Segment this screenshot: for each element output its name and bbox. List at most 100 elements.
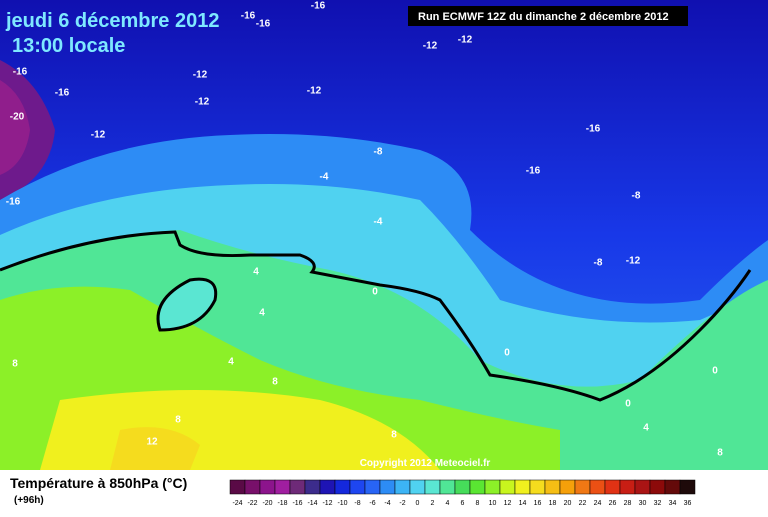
legend-swatch xyxy=(619,479,636,495)
color-legend: -24 -22 -20 -18 -16 -14 -12 -10 -8 -6 -4 -2 0 2 4 6 8 10 1… xyxy=(229,479,696,507)
legend-swatch xyxy=(409,479,426,495)
legend-tick-label: -16 xyxy=(292,500,302,507)
legend-swatch xyxy=(364,479,381,495)
legend-swatch xyxy=(394,479,411,495)
legend-tick-label: 18 xyxy=(549,500,557,507)
legend-tick-label: 16 xyxy=(534,500,542,507)
legend-swatch xyxy=(604,479,621,495)
contour-label: -16 xyxy=(256,19,271,30)
legend-swatch xyxy=(229,479,246,495)
legend-tick-label: -6 xyxy=(369,500,375,507)
legend-tick-label: -22 xyxy=(247,500,257,507)
legend-swatch xyxy=(574,479,591,495)
legend-swatch xyxy=(244,479,261,495)
run-info: Run ECMWF 12Z du dimanche 2 décembre 201… xyxy=(418,11,669,23)
contour-label: -12 xyxy=(423,41,438,52)
contour-label: -12 xyxy=(193,70,208,81)
legend-swatch xyxy=(334,479,351,495)
zero-contour xyxy=(0,230,752,402)
contour-label: -12 xyxy=(307,86,322,97)
contour-label: -4 xyxy=(374,217,383,228)
contour-label: 4 xyxy=(253,267,259,278)
contour-label: 8 xyxy=(717,448,723,459)
contour-label: 0 xyxy=(504,348,510,359)
contour-label: -12 xyxy=(91,130,106,141)
legend-tick-label: -14 xyxy=(307,500,317,507)
contour-labels: -16-16-16-12-12-16 -12-16 -12-12-20-12-16-… xyxy=(6,1,723,459)
contour-label: -16 xyxy=(526,166,541,177)
contour-label: -16 xyxy=(6,197,21,208)
legend-tick-label: 6 xyxy=(461,500,465,507)
contour-label: -8 xyxy=(374,147,383,158)
contour-label: 8 xyxy=(272,377,278,388)
contour-label: -4 xyxy=(320,172,329,183)
legend-swatch xyxy=(589,479,606,495)
legend-swatch xyxy=(469,479,486,495)
legend-tick-label: 4 xyxy=(446,500,450,507)
legend-swatch xyxy=(424,479,441,495)
legend-tick-label: 10 xyxy=(489,500,497,507)
zone-plus-12 xyxy=(110,427,200,470)
legend-swatch xyxy=(454,479,471,495)
legend-tick-label: 24 xyxy=(594,500,602,507)
legend-tick-label: 0 xyxy=(416,500,420,507)
legend-tick-label: 2 xyxy=(431,500,435,507)
contour-label: 4 xyxy=(259,308,265,319)
contour-label: 0 xyxy=(712,366,718,377)
legend-swatch xyxy=(259,479,276,495)
legend-swatch xyxy=(379,479,396,495)
legend-tick-label: -18 xyxy=(277,500,287,507)
legend-swatch xyxy=(304,479,321,495)
contour-label: 0 xyxy=(372,287,378,298)
contour-label: 12 xyxy=(146,437,158,448)
legend-tick-label: 30 xyxy=(639,500,647,507)
legend-tick-label: 26 xyxy=(609,500,617,507)
contour-label: 4 xyxy=(643,423,649,434)
contour-label: -8 xyxy=(632,191,641,202)
legend-swatch xyxy=(544,479,561,495)
contour-label: 8 xyxy=(391,430,397,441)
map: Run ECMWF 12Z du dimanche 2 décembre 201… xyxy=(0,0,768,470)
legend-swatch xyxy=(634,479,651,495)
copyright: Copyright 2012 Meteociel.fr xyxy=(360,458,491,469)
legend-swatch xyxy=(439,479,456,495)
legend-tick-label: 34 xyxy=(669,500,677,507)
legend-tick-label: -20 xyxy=(262,500,272,507)
contour-label: -16 xyxy=(241,11,256,22)
contour-label: -20 xyxy=(10,112,25,123)
contour-label: -12 xyxy=(195,97,210,108)
legend-tick-label: -10 xyxy=(337,500,347,507)
legend-tick-label: -2 xyxy=(399,500,405,507)
contour-label: -16 xyxy=(586,124,601,135)
legend-tick-label: 14 xyxy=(519,500,527,507)
legend-swatch xyxy=(664,479,681,495)
contour-label: 8 xyxy=(12,359,18,370)
legend-tick-label: -24 xyxy=(232,500,242,507)
cold-core-inner xyxy=(0,80,30,175)
legend-swatch xyxy=(514,479,531,495)
legend-swatch xyxy=(349,479,366,495)
legend-tick-label: 12 xyxy=(504,500,512,507)
footer-title: Température à 850hPa (°C) xyxy=(10,475,187,491)
forecast-time: 13:00 locale xyxy=(12,35,125,57)
contour-label: -16 xyxy=(311,1,326,12)
legend-tick-label: 36 xyxy=(684,500,692,507)
contour-label: 4 xyxy=(228,357,234,368)
legend-swatch xyxy=(289,479,306,495)
legend-swatch xyxy=(274,479,291,495)
legend-swatch xyxy=(679,479,696,495)
contour-label: -12 xyxy=(626,256,641,267)
legend-tick-label: 22 xyxy=(579,500,587,507)
legend-tick-label: 8 xyxy=(476,500,480,507)
legend-swatch xyxy=(649,479,666,495)
run-banner xyxy=(408,6,688,26)
legend-tick-label: -8 xyxy=(354,500,360,507)
contour-label: 8 xyxy=(175,415,181,426)
contour-label: -16 xyxy=(55,88,70,99)
legend-swatch xyxy=(559,479,576,495)
legend-swatch xyxy=(484,479,501,495)
lead-time: (+96h) xyxy=(14,495,44,506)
legend-swatch xyxy=(499,479,516,495)
legend-tick-label: 28 xyxy=(624,500,632,507)
